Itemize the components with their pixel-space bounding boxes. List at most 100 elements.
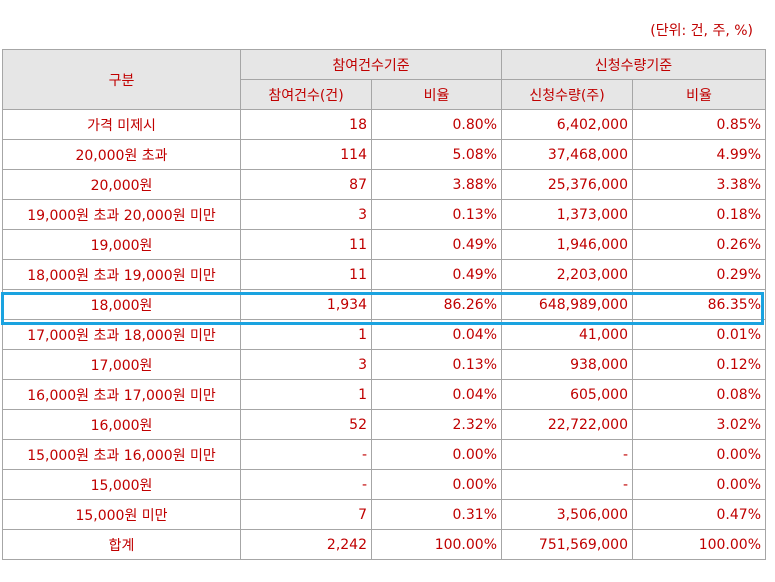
cell-qty: 938,000 — [501, 349, 633, 380]
header-qty-ratio: 비율 — [632, 79, 766, 110]
table-body: 가격 미제시 18 0.80% 6,402,000 0.85% 20,000원 초과 114… — [2, 109, 766, 560]
cell-count-ratio: 86.26% — [371, 289, 502, 320]
cell-count-ratio: 0.31% — [371, 499, 502, 530]
cell-count: 18 — [240, 109, 372, 140]
cell-count: 11 — [240, 259, 372, 290]
cell-qty: 3,506,000 — [501, 499, 633, 530]
cell-count-ratio: 0.04% — [371, 319, 502, 350]
cell-qty-ratio: 3.02% — [632, 409, 766, 440]
cell-qty: 1,946,000 — [501, 229, 633, 260]
cell-category: 합계 — [2, 529, 241, 560]
cell-qty: - — [501, 439, 633, 470]
table-row: 19,000원 초과 20,000원 미만 3 0.13% 1,373,000 0.18… — [2, 199, 766, 230]
cell-category: 16,000원 초과 17,000원 미만 — [2, 379, 241, 410]
cell-count-ratio: 0.13% — [371, 349, 502, 380]
cell-qty-ratio: 0.12% — [632, 349, 766, 380]
cell-qty: 22,722,000 — [501, 409, 633, 440]
cell-category: 15,000원 초과 16,000원 미만 — [2, 439, 241, 470]
cell-count: - — [240, 469, 372, 500]
cell-count-ratio: 0.00% — [371, 469, 502, 500]
cell-count: 1 — [240, 319, 372, 350]
header-count: 참여건수(건) — [240, 79, 372, 110]
cell-qty-ratio: 86.35% — [632, 289, 766, 320]
cell-qty-ratio: 3.38% — [632, 169, 766, 200]
cell-qty: 37,468,000 — [501, 139, 633, 170]
table-row: 가격 미제시 18 0.80% 6,402,000 0.85% — [2, 109, 766, 140]
cell-qty-ratio: 0.85% — [632, 109, 766, 140]
cell-qty: 25,376,000 — [501, 169, 633, 200]
cell-count: 7 — [240, 499, 372, 530]
cell-count: 1 — [240, 379, 372, 410]
cell-qty-ratio: 0.08% — [632, 379, 766, 410]
cell-qty-ratio: 0.29% — [632, 259, 766, 290]
cell-category: 18,000원 초과 19,000원 미만 — [2, 259, 241, 290]
cell-qty: - — [501, 469, 633, 500]
table-row: 15,000원 초과 16,000원 미만 -0.00% -0.00% — [2, 439, 766, 470]
cell-qty-ratio: 0.00% — [632, 469, 766, 500]
cell-count: 11 — [240, 229, 372, 260]
table-row: 18,000원 초과 19,000원 미만 11 0.49% 2,203,000 0.2… — [2, 259, 766, 290]
cell-category: 16,000원 — [2, 409, 241, 440]
header-group-participation: 참여건수기준 — [240, 49, 502, 80]
cell-count: - — [240, 439, 372, 470]
table-row: 15,000원 -0.00% -0.00% — [2, 469, 766, 500]
cell-qty-ratio: 0.47% — [632, 499, 766, 530]
cell-count-ratio: 0.49% — [371, 229, 502, 260]
cell-count: 2,242 — [240, 529, 372, 560]
total-row: 합계 2,242 100.00% 751,569,000 100.00% — [2, 529, 766, 560]
cell-qty: 751,569,000 — [501, 529, 633, 560]
table-row: 15,000원 미만 7 0.31% 3,506,000 0.47% — [2, 499, 766, 530]
bookbuilding-price-distribution-table: 구분 참여건수기준 신청수량기준 참여건수(건) 비율 신청수량(주) 비율 가… — [2, 49, 766, 560]
cell-count-ratio: 100.00% — [371, 529, 502, 560]
cell-category: 20,000원 — [2, 169, 241, 200]
table-row: 16,000원 초과 17,000원 미만 1 0.04% 605,000 0.08% — [2, 379, 766, 410]
cell-qty: 648,989,000 — [501, 289, 633, 320]
table-row: 17,000원 3 0.13% 938,000 0.12% — [2, 349, 766, 380]
header-qty: 신청수량(주) — [501, 79, 633, 110]
cell-qty: 2,203,000 — [501, 259, 633, 290]
cell-count-ratio: 3.88% — [371, 169, 502, 200]
cell-qty-ratio: 0.26% — [632, 229, 766, 260]
cell-count-ratio: 0.00% — [371, 439, 502, 470]
cell-category: 19,000원 초과 20,000원 미만 — [2, 199, 241, 230]
cell-count-ratio: 5.08% — [371, 139, 502, 170]
header-row-group: 구분 참여건수기준 신청수량기준 — [2, 49, 766, 110]
table-row: 17,000원 초과 18,000원 미만 1 0.04% 41,000 0.01% — [2, 319, 766, 350]
header-category: 구분 — [2, 49, 241, 110]
cell-category: 17,000원 — [2, 349, 241, 380]
cell-qty: 1,373,000 — [501, 199, 633, 230]
table-row: 19,000원 11 0.49% 1,946,000 0.26% — [2, 229, 766, 260]
cell-count-ratio: 0.49% — [371, 259, 502, 290]
cell-qty: 605,000 — [501, 379, 633, 410]
cell-qty-ratio: 0.01% — [632, 319, 766, 350]
cell-qty-ratio: 4.99% — [632, 139, 766, 170]
cell-count: 87 — [240, 169, 372, 200]
table-row: 20,000원 초과 114 5.08% 37,468,000 4.99% — [2, 139, 766, 170]
table-row: 20,000원 87 3.88% 25,376,000 3.38% — [2, 169, 766, 200]
cell-count-ratio: 2.32% — [371, 409, 502, 440]
cell-category: 15,000원 미만 — [2, 499, 241, 530]
table-row: 16,000원 52 2.32% 22,722,000 3.02% — [2, 409, 766, 440]
cell-category: 15,000원 — [2, 469, 241, 500]
header-group-quantity: 신청수량기준 — [501, 49, 766, 80]
cell-count: 3 — [240, 349, 372, 380]
cell-count: 114 — [240, 139, 372, 170]
cell-count-ratio: 0.80% — [371, 109, 502, 140]
cell-count: 52 — [240, 409, 372, 440]
cell-qty-ratio: 0.18% — [632, 199, 766, 230]
unit-note: (단위: 건, 주, %) — [650, 23, 753, 39]
cell-category: 20,000원 초과 — [2, 139, 241, 170]
cell-qty-ratio: 0.00% — [632, 439, 766, 470]
cell-category: 17,000원 초과 18,000원 미만 — [2, 319, 241, 350]
header-count-ratio: 비율 — [371, 79, 502, 110]
cell-category: 가격 미제시 — [2, 109, 241, 140]
cell-count: 1,934 — [240, 289, 372, 320]
cell-qty: 41,000 — [501, 319, 633, 350]
cell-category: 18,000원 — [2, 289, 241, 320]
header-row-columns: 참여건수(건) 비율 신청수량(주) 비율 — [3, 79, 766, 110]
cell-qty-ratio: 100.00% — [632, 529, 766, 560]
cell-qty: 6,402,000 — [501, 109, 633, 140]
table-row: 18,000원 1,934 86.26% 648,989,000 86.35% — [2, 289, 766, 320]
cell-count-ratio: 0.04% — [371, 379, 502, 410]
cell-count-ratio: 0.13% — [371, 199, 502, 230]
